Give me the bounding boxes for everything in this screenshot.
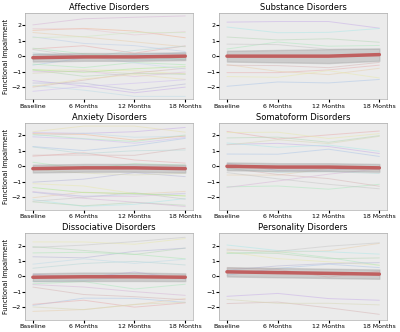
Title: Dissociative Disorders: Dissociative Disorders (62, 223, 156, 232)
Y-axis label: Functional Impairment: Functional Impairment (3, 239, 9, 314)
Title: Substance Disorders: Substance Disorders (260, 3, 346, 12)
Y-axis label: Functional Impairment: Functional Impairment (3, 19, 9, 94)
Title: Affective Disorders: Affective Disorders (69, 3, 149, 12)
Title: Personality Disorders: Personality Disorders (258, 223, 348, 232)
Title: Anxiety Disorders: Anxiety Disorders (72, 113, 146, 122)
Y-axis label: Functional Impairment: Functional Impairment (3, 129, 9, 204)
Title: Somatoform Disorders: Somatoform Disorders (256, 113, 350, 122)
